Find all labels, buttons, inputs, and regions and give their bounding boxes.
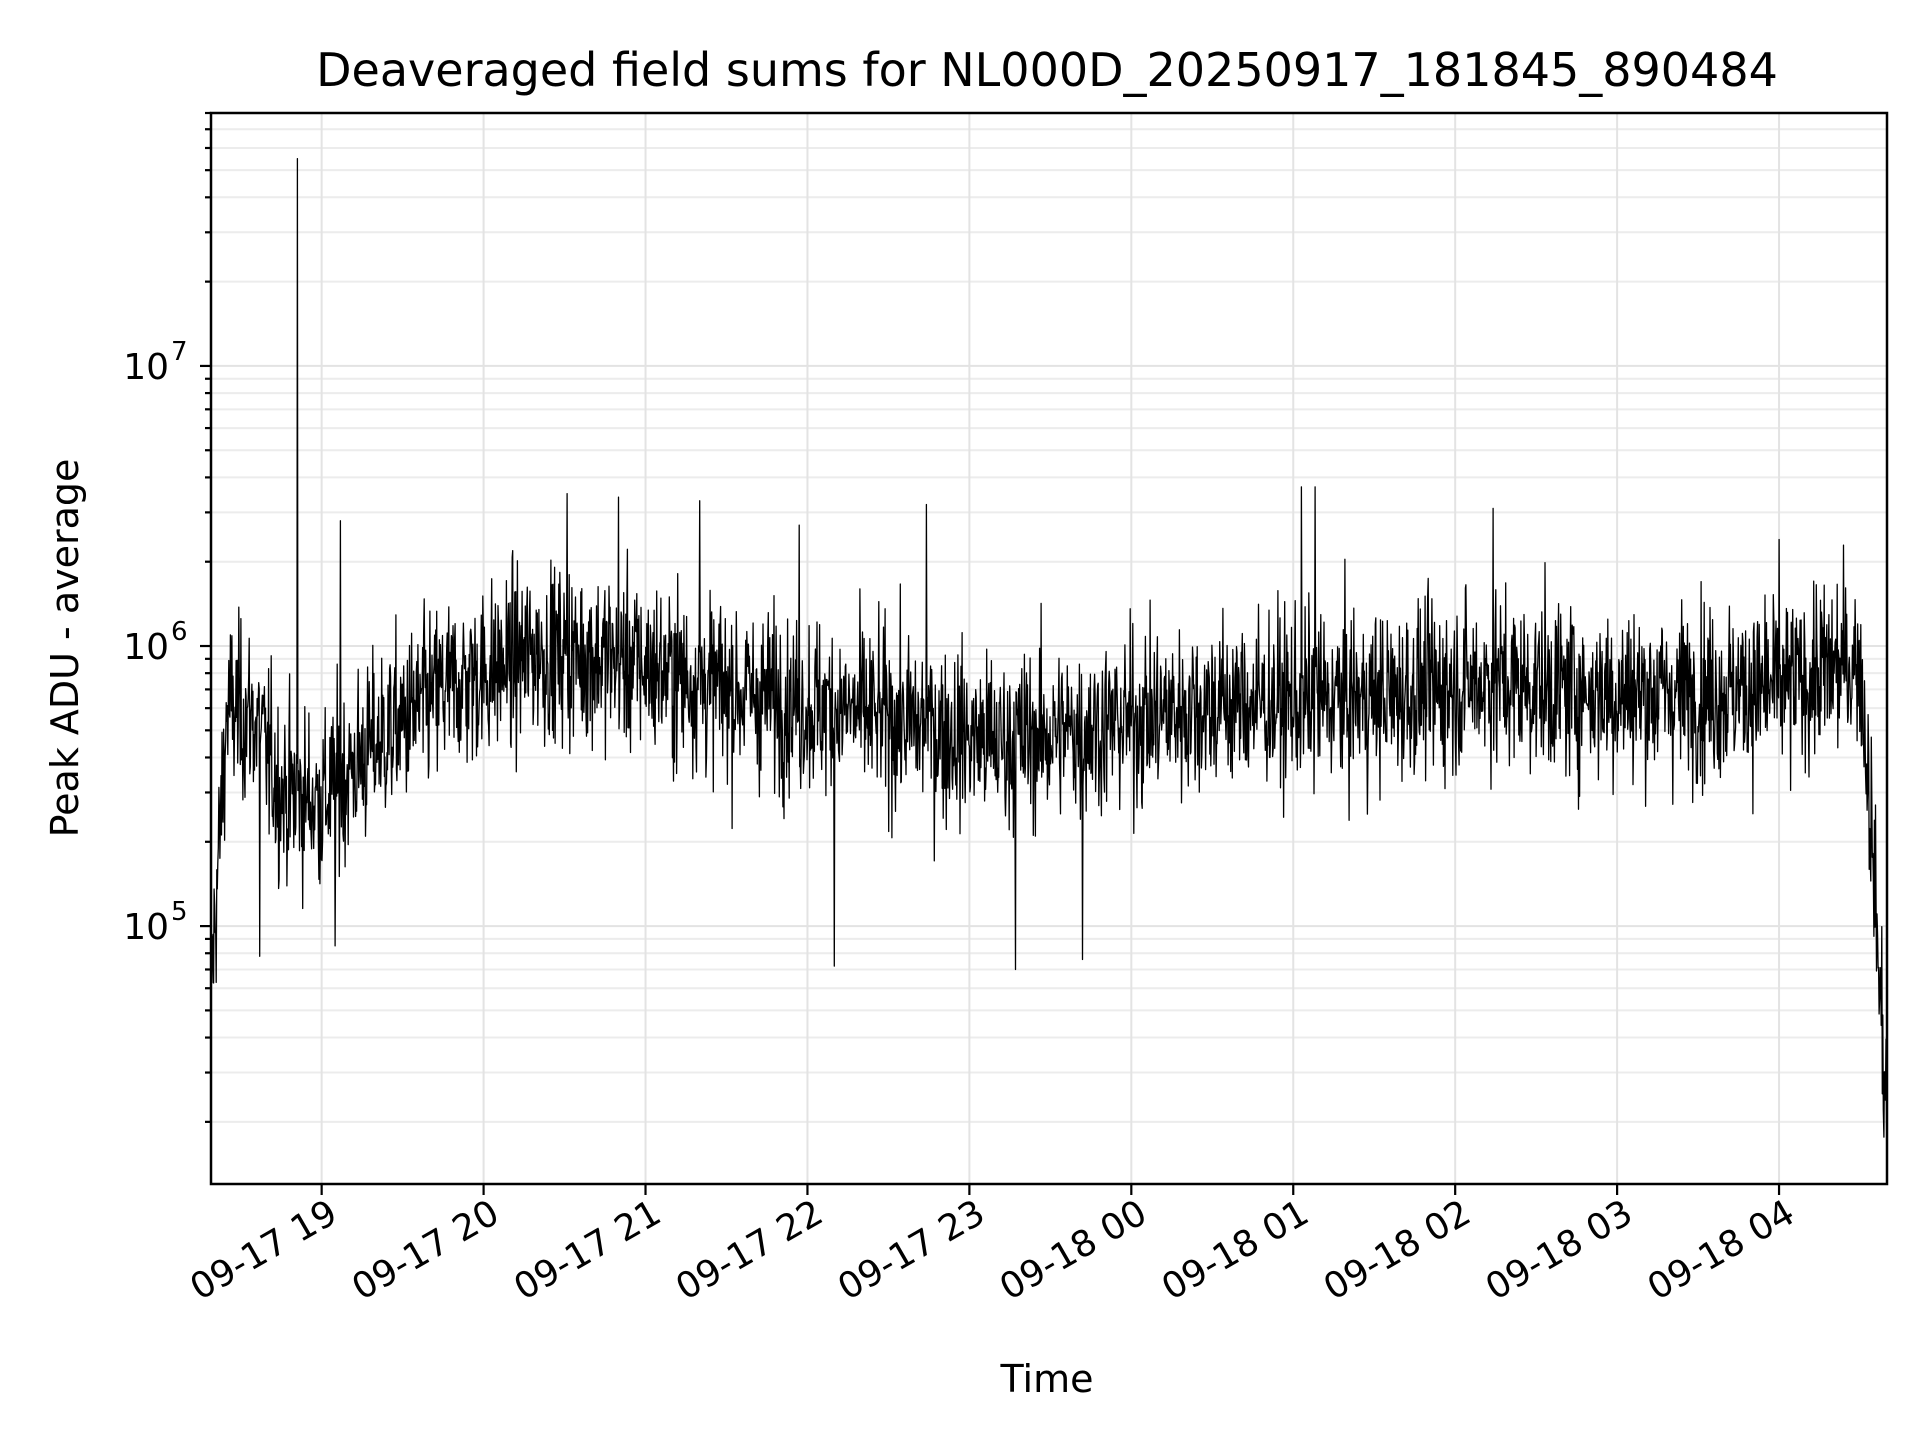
y-tick-label: 10	[123, 907, 169, 948]
y-tick-label: 10	[123, 627, 169, 668]
axes-frame	[209, 111, 1889, 1186]
chart-title: Deaveraged field sums for NL000D_2025091…	[316, 43, 1778, 97]
y-tick-exponent: 5	[171, 897, 188, 927]
y-tick-label: 10	[123, 347, 169, 388]
y-tick-exponent: 7	[171, 337, 188, 367]
y-axis-label: Peak ADU - average	[43, 459, 87, 838]
series-line	[211, 157, 1887, 1157]
x-axis-label: Time	[1000, 1357, 1094, 1401]
plot-area	[211, 157, 1887, 1157]
y-tick-exponent: 6	[171, 617, 188, 647]
